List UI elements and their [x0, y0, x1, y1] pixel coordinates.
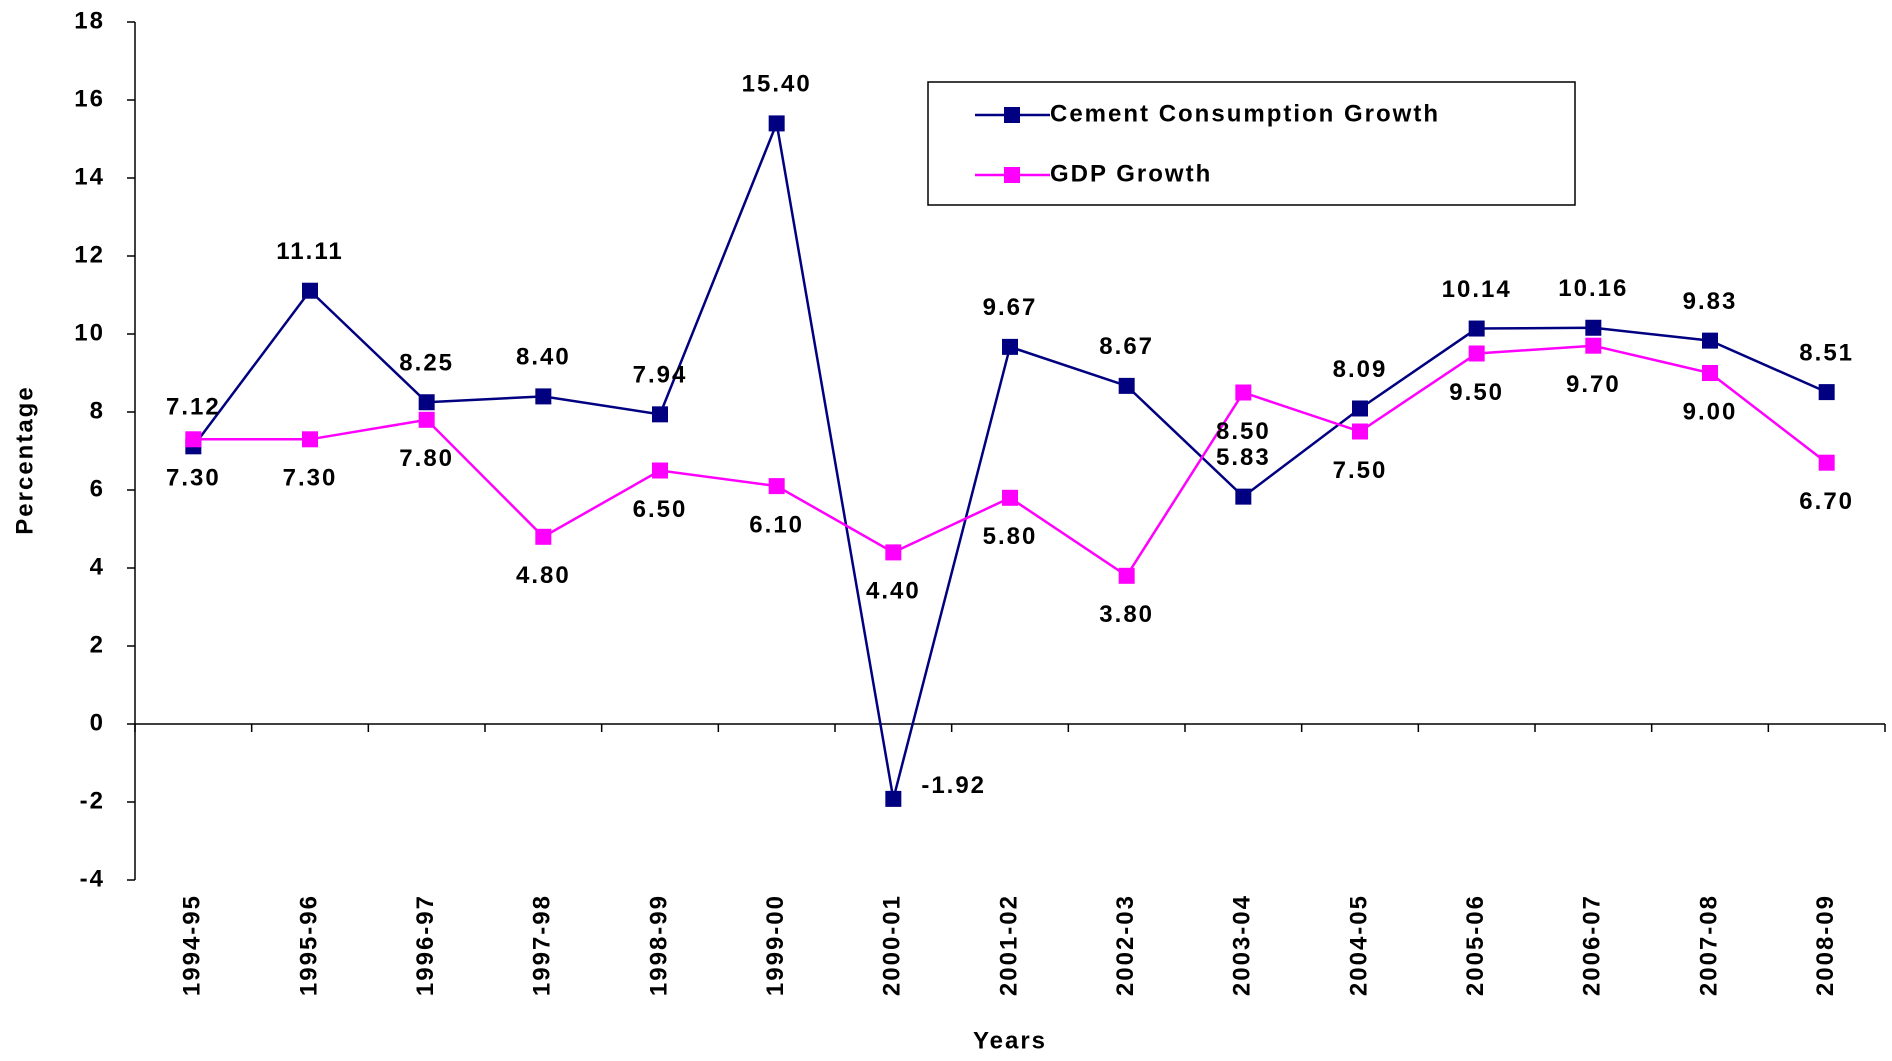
marker — [1002, 489, 1018, 506]
marker — [418, 411, 435, 428]
marker — [1585, 319, 1602, 336]
data-label: 6.70 — [1799, 488, 1854, 515]
marker — [1352, 400, 1368, 417]
y-tick-label: 18 — [74, 7, 105, 34]
marker — [1002, 338, 1018, 355]
data-label: 7.30 — [283, 465, 338, 492]
legend-marker — [1004, 107, 1020, 123]
y-tick-label: 16 — [74, 85, 105, 112]
legend-marker — [1004, 167, 1020, 183]
y-tick-label: 4 — [90, 553, 105, 580]
x-tick-label: 1994-95 — [179, 894, 206, 996]
marker — [768, 478, 785, 495]
y-tick-label: 6 — [90, 475, 105, 502]
data-label: 11.11 — [276, 238, 343, 265]
data-label: 7.94 — [633, 362, 688, 389]
data-label: 5.80 — [983, 523, 1038, 550]
data-label: 5.83 — [1216, 444, 1271, 471]
data-label: 7.12 — [166, 394, 221, 421]
legend-label: Cement Consumption Growth — [1050, 100, 1440, 127]
marker — [1352, 423, 1368, 440]
x-tick-label: 2007-08 — [1695, 894, 1722, 996]
marker — [418, 394, 435, 411]
marker — [1702, 332, 1718, 349]
marker — [1818, 384, 1835, 401]
x-tick-label: 2001-02 — [995, 894, 1022, 996]
y-axis-label: Percentage — [11, 385, 38, 534]
y-tick-label: -2 — [80, 787, 105, 814]
data-label: 9.83 — [1683, 288, 1738, 315]
marker — [652, 462, 668, 479]
marker — [1585, 337, 1602, 354]
marker — [1468, 320, 1485, 337]
marker — [1702, 365, 1718, 381]
data-label: 7.50 — [1333, 457, 1388, 484]
data-label: 8.40 — [516, 344, 571, 371]
x-tick-label: 1999-00 — [762, 894, 789, 996]
x-tick-label: 2005-06 — [1462, 894, 1489, 996]
marker — [1818, 454, 1835, 471]
y-tick-label: 2 — [90, 631, 105, 658]
x-tick-label: 2000-01 — [879, 894, 906, 996]
data-label: 9.70 — [1566, 371, 1621, 398]
data-label: 8.50 — [1216, 418, 1271, 445]
x-tick-label: 2006-07 — [1579, 894, 1606, 996]
data-label: 4.40 — [866, 578, 921, 605]
marker — [302, 431, 318, 448]
data-label: 8.09 — [1333, 356, 1388, 383]
data-label: 10.14 — [1442, 276, 1512, 303]
marker — [1118, 377, 1135, 394]
data-label: 3.80 — [1099, 601, 1154, 628]
data-label: 8.51 — [1799, 339, 1854, 366]
y-tick-label: 8 — [90, 397, 105, 424]
data-label: 6.10 — [749, 511, 804, 538]
data-label: 15.40 — [742, 71, 812, 98]
data-label: 8.67 — [1099, 333, 1154, 360]
marker — [185, 431, 202, 448]
data-label: 7.80 — [399, 445, 454, 472]
marker — [1235, 384, 1252, 401]
data-label: 8.25 — [399, 350, 454, 377]
x-tick-label: 1995-96 — [295, 894, 322, 996]
legend-box — [927, 81, 1576, 206]
data-label: 9.67 — [983, 294, 1038, 321]
marker — [652, 406, 668, 423]
y-tick-label: 10 — [74, 319, 105, 346]
data-label: 7.30 — [166, 465, 221, 492]
y-tick-label: 12 — [74, 241, 105, 268]
y-tick-label: -4 — [80, 865, 105, 892]
data-label: 10.16 — [1558, 275, 1628, 302]
marker — [1235, 488, 1252, 505]
x-tick-label: 2003-04 — [1229, 894, 1256, 996]
x-tick-label: 1998-99 — [645, 894, 672, 996]
legend-label: GDP Growth — [1050, 160, 1212, 187]
marker — [885, 544, 902, 561]
marker — [302, 282, 318, 299]
marker — [1118, 567, 1135, 584]
x-tick-label: 2004-05 — [1345, 894, 1372, 996]
data-label: -1.92 — [921, 772, 986, 799]
marker — [885, 790, 902, 807]
marker — [535, 528, 552, 545]
data-label: 9.00 — [1683, 398, 1738, 425]
x-axis-label: Years — [973, 1027, 1047, 1054]
data-label: 4.80 — [516, 562, 571, 589]
x-tick-label: 1996-97 — [412, 894, 439, 996]
x-tick-label: 2008-09 — [1812, 894, 1839, 996]
y-tick-label: 0 — [90, 709, 105, 736]
marker — [535, 388, 552, 405]
x-tick-label: 2002-03 — [1112, 894, 1139, 996]
marker — [768, 115, 785, 132]
data-label: 9.50 — [1449, 379, 1504, 406]
y-tick-label: 14 — [74, 163, 105, 190]
data-label: 6.50 — [633, 496, 688, 523]
marker — [1468, 345, 1485, 362]
x-tick-label: 1997-98 — [529, 894, 556, 996]
